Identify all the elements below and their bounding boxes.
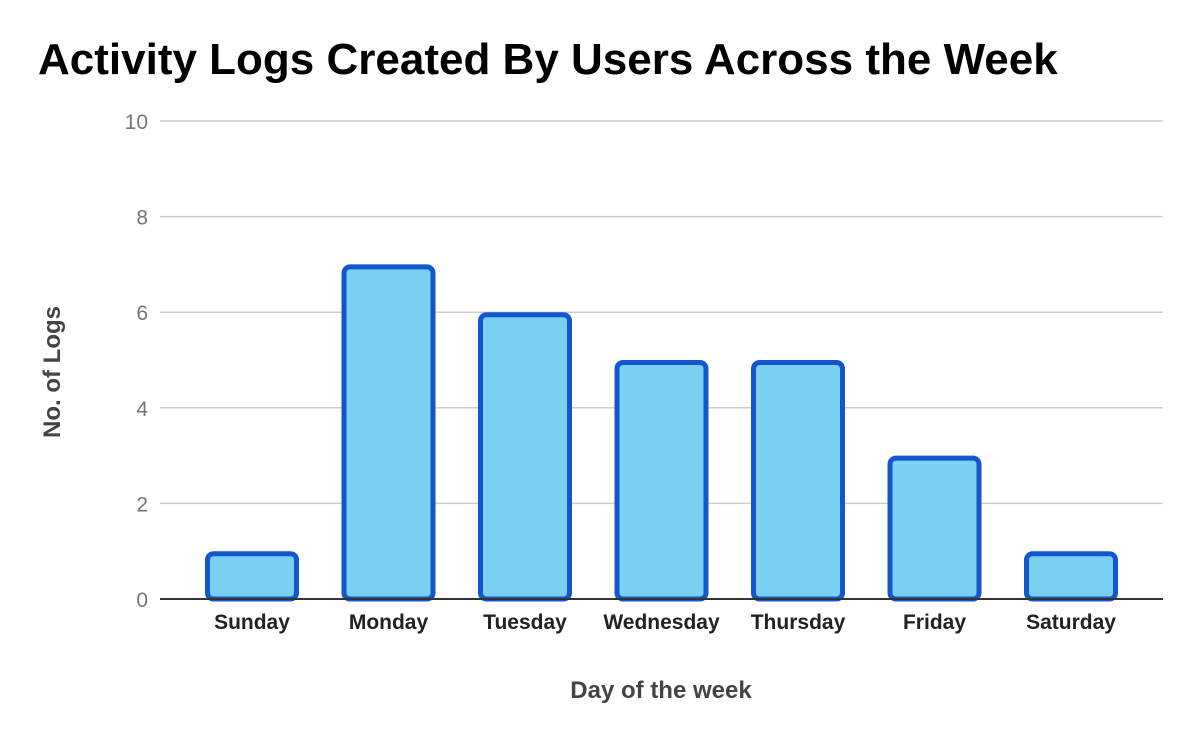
x-tick-label-monday: Monday bbox=[349, 611, 429, 634]
y-axis-ticks: 0 2 4 6 8 10 bbox=[125, 111, 149, 612]
bar-monday bbox=[341, 264, 436, 602]
bar-saturday bbox=[1024, 551, 1118, 602]
x-axis-label: Day of the week bbox=[570, 677, 752, 704]
x-tick-label-sunday: Sunday bbox=[214, 611, 290, 634]
x-axis-ticks: Sunday Monday Tuesday Wednesday Thursday Frid… bbox=[214, 611, 1116, 634]
y-tick-label-0: 0 bbox=[136, 589, 148, 612]
bar-wednesday bbox=[614, 360, 709, 602]
bar-friday bbox=[887, 455, 982, 602]
bar-tuesday bbox=[478, 312, 572, 602]
x-tick-label-saturday: Saturday bbox=[1026, 611, 1116, 634]
x-tick-label-friday: Friday bbox=[903, 611, 966, 634]
chart-title: Activity Logs Created By Users Across th… bbox=[38, 35, 1058, 84]
x-tick-label-thursday: Thursday bbox=[751, 611, 846, 634]
y-tick-label-4: 4 bbox=[136, 398, 148, 421]
bars bbox=[205, 264, 1118, 602]
y-tick-label-10: 10 bbox=[125, 111, 148, 134]
y-tick-label-2: 2 bbox=[136, 493, 148, 516]
bar-sunday bbox=[205, 551, 299, 602]
y-tick-label-6: 6 bbox=[136, 302, 148, 325]
y-axis-label: No. of Logs bbox=[39, 306, 66, 438]
y-tick-label-8: 8 bbox=[136, 207, 148, 230]
x-tick-label-wednesday: Wednesday bbox=[603, 611, 720, 634]
x-tick-label-tuesday: Tuesday bbox=[483, 611, 567, 634]
bar-thursday bbox=[751, 360, 845, 602]
